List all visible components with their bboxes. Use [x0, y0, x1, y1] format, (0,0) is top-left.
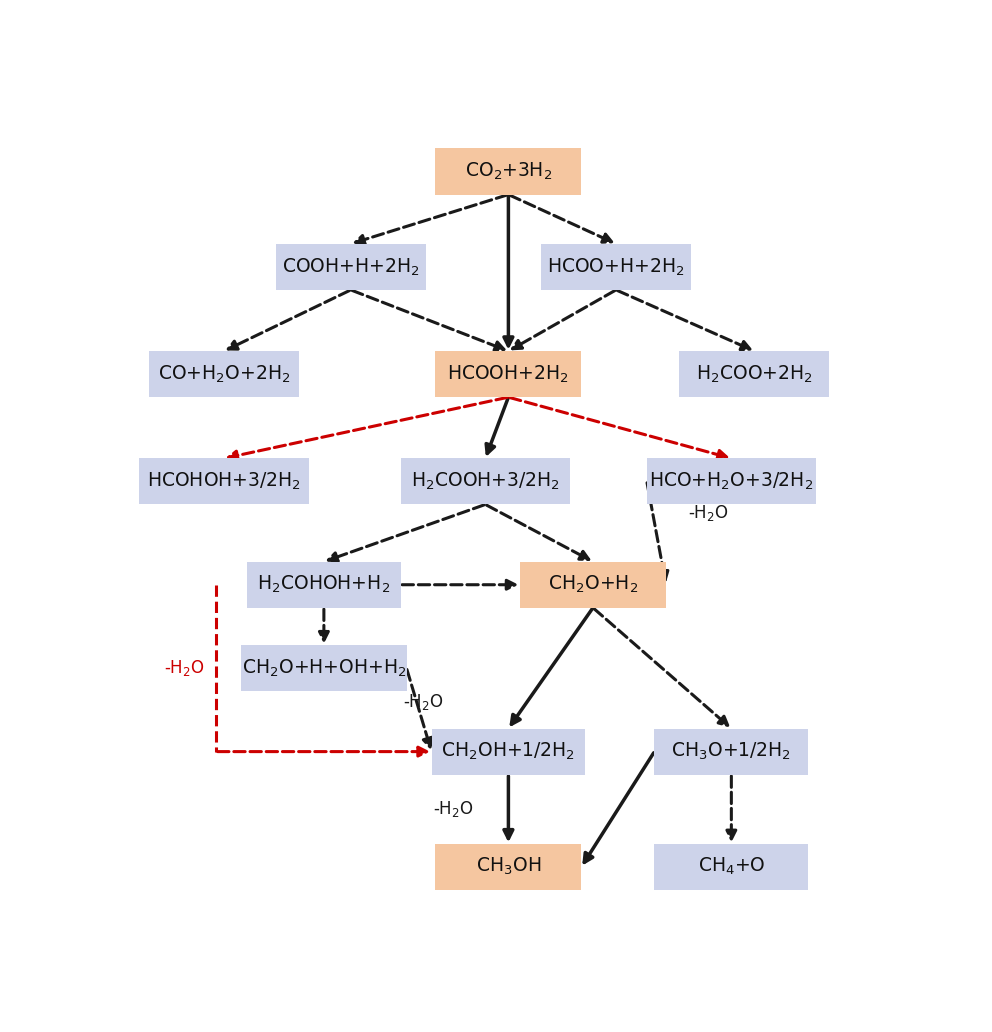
FancyBboxPatch shape [432, 729, 585, 775]
Text: CH$_2$OH+1/2H$_2$: CH$_2$OH+1/2H$_2$ [441, 741, 575, 763]
Text: H$_2$COOH+3/2H$_2$: H$_2$COOH+3/2H$_2$ [411, 471, 559, 492]
Text: CH$_2$O+H$_2$: CH$_2$O+H$_2$ [548, 574, 638, 595]
FancyBboxPatch shape [680, 351, 829, 397]
FancyBboxPatch shape [655, 844, 808, 890]
Text: HCOOH+2H$_2$: HCOOH+2H$_2$ [447, 363, 569, 385]
Text: H$_2$COO+2H$_2$: H$_2$COO+2H$_2$ [696, 363, 812, 385]
FancyBboxPatch shape [435, 149, 581, 195]
FancyBboxPatch shape [435, 351, 581, 397]
Text: -H$_2$O: -H$_2$O [164, 658, 204, 678]
FancyBboxPatch shape [139, 458, 309, 505]
Text: H$_2$COHOH+H$_2$: H$_2$COHOH+H$_2$ [257, 574, 391, 595]
FancyBboxPatch shape [435, 844, 581, 890]
Text: HCO+H$_2$O+3/2H$_2$: HCO+H$_2$O+3/2H$_2$ [649, 471, 813, 492]
Text: -H$_2$O: -H$_2$O [404, 691, 444, 712]
Text: CH$_3$O+1/2H$_2$: CH$_3$O+1/2H$_2$ [672, 741, 792, 763]
FancyBboxPatch shape [520, 561, 666, 608]
Text: CH$_3$OH: CH$_3$OH [476, 857, 541, 877]
FancyBboxPatch shape [149, 351, 299, 397]
FancyBboxPatch shape [541, 244, 691, 290]
FancyBboxPatch shape [241, 645, 407, 691]
Text: -H$_2$O: -H$_2$O [434, 799, 474, 819]
Text: CO+H$_2$O+2H$_2$: CO+H$_2$O+2H$_2$ [158, 363, 291, 385]
Text: -H$_2$O: -H$_2$O [687, 504, 729, 523]
FancyBboxPatch shape [247, 561, 401, 608]
Text: CH$_2$O+H+OH+H$_2$: CH$_2$O+H+OH+H$_2$ [242, 657, 406, 679]
FancyBboxPatch shape [647, 458, 815, 505]
FancyBboxPatch shape [276, 244, 426, 290]
FancyBboxPatch shape [655, 729, 808, 775]
Text: CH$_4$+O: CH$_4$+O [697, 857, 765, 877]
FancyBboxPatch shape [401, 458, 569, 505]
Text: HCOO+H+2H$_2$: HCOO+H+2H$_2$ [548, 256, 684, 278]
Text: HCOHOH+3/2H$_2$: HCOHOH+3/2H$_2$ [147, 471, 301, 492]
Text: CO$_2$+3H$_2$: CO$_2$+3H$_2$ [464, 161, 553, 183]
Text: COOH+H+2H$_2$: COOH+H+2H$_2$ [282, 256, 420, 278]
